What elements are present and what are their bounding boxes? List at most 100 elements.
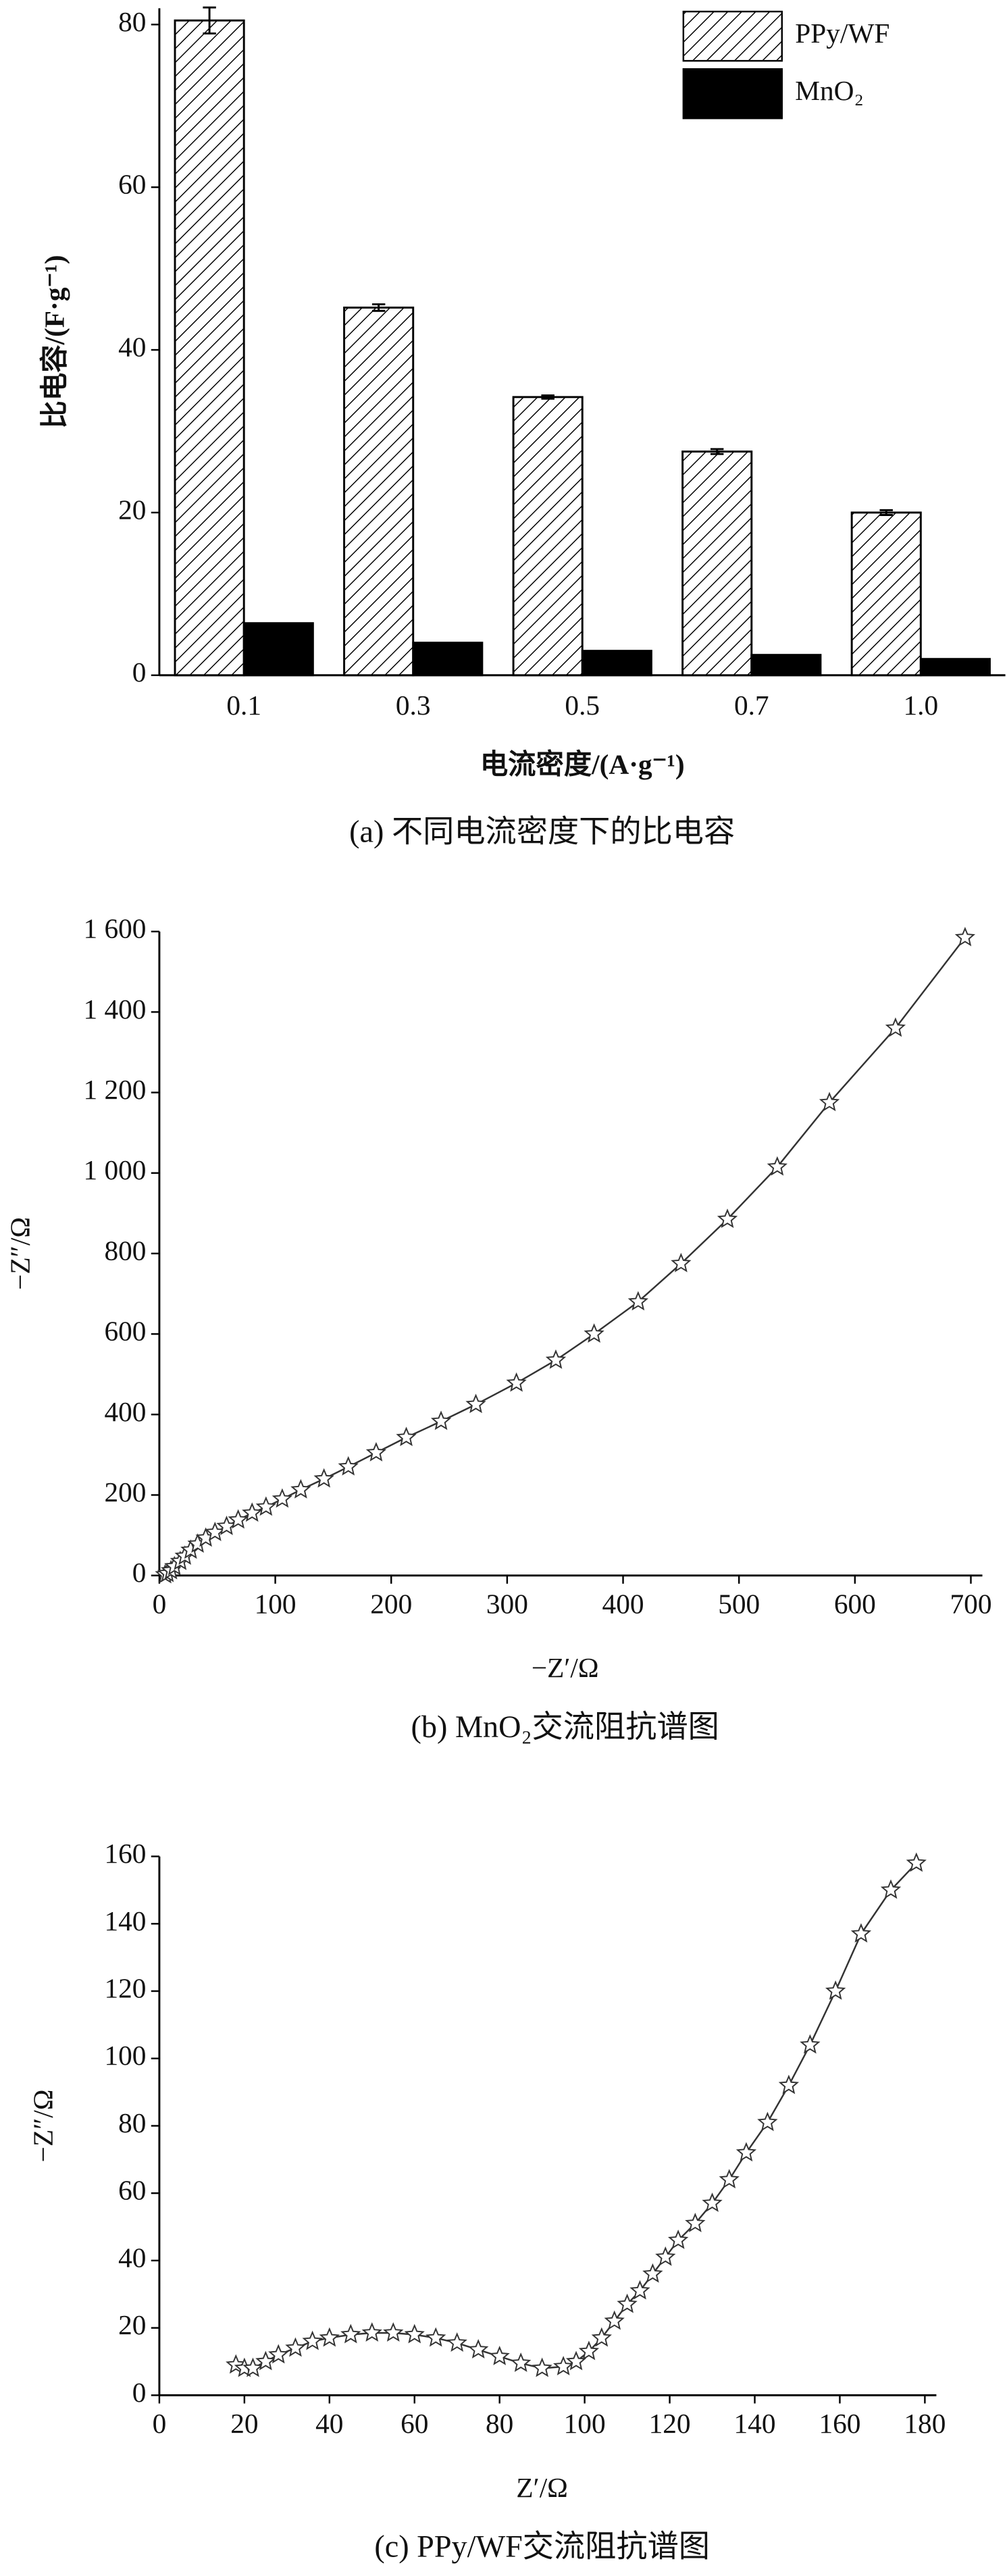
data-point — [285, 2337, 306, 2357]
y-axis-title: −Z″/Ω — [5, 1217, 36, 1290]
data-point — [506, 1372, 527, 1392]
data-point — [591, 2327, 612, 2347]
error-bar — [541, 394, 554, 400]
x-tick-label: 0.1 — [226, 690, 261, 721]
y-tick-label: 80 — [118, 6, 146, 37]
data-point — [365, 1441, 387, 1462]
data-point — [255, 1496, 276, 1516]
bar — [512, 396, 584, 677]
data-point — [757, 2111, 778, 2132]
x-tick-label: 20 — [230, 2408, 258, 2439]
data-point — [702, 2192, 723, 2213]
data-point — [268, 2344, 289, 2364]
x-tick-label: 500 — [718, 1588, 760, 1619]
data-point — [685, 2213, 706, 2232]
data-point — [880, 1879, 902, 1899]
x-tick-label: 0.5 — [565, 690, 600, 721]
data-point — [489, 2346, 510, 2365]
y-tick-label: 0 — [132, 656, 147, 688]
data-point — [468, 2339, 489, 2359]
data-point — [819, 1091, 840, 1112]
y-tick-label: 1 000 — [83, 1154, 146, 1185]
error-bar — [371, 303, 386, 312]
data-point — [242, 1502, 263, 1522]
bar — [174, 19, 245, 677]
data-point — [850, 1923, 872, 1943]
y-tick-label: 1 200 — [83, 1074, 146, 1105]
y-tick-label: 100 — [104, 2040, 146, 2071]
data-point — [906, 1852, 927, 1872]
x-tick-label: 100 — [564, 2408, 606, 2439]
data-point — [617, 2293, 638, 2313]
y-tick-label: 80 — [118, 2107, 146, 2138]
data-point — [511, 2352, 532, 2372]
data-point — [668, 2230, 689, 2249]
data-point — [272, 1488, 293, 1508]
bar — [750, 654, 822, 677]
data-point — [565, 2350, 587, 2371]
x-tick-label: 300 — [486, 1588, 528, 1619]
x-tick-label: 1.0 — [903, 690, 938, 721]
legend-label: MnO₂ — [795, 75, 864, 106]
data-point — [396, 1426, 417, 1447]
data-point — [532, 2357, 552, 2377]
x-tick-label: 400 — [602, 1588, 644, 1619]
data-point — [825, 1980, 846, 2000]
x-tick-label: 0.7 — [734, 690, 769, 721]
data-line — [164, 937, 966, 1576]
x-tick-label: 200 — [370, 1588, 412, 1619]
data-point — [545, 1349, 567, 1369]
data-point — [465, 1393, 486, 1414]
data-point — [361, 2322, 382, 2342]
error-bar — [710, 448, 724, 455]
y-tick-label: 60 — [118, 169, 146, 200]
data-point — [242, 2357, 263, 2377]
data-line — [235, 1862, 917, 2369]
data-point — [340, 2323, 361, 2344]
data-point — [655, 2246, 676, 2266]
data-point — [302, 2330, 323, 2350]
x-tick-label: 120 — [649, 2408, 691, 2439]
data-point — [228, 1509, 249, 1529]
data-point — [642, 2263, 663, 2283]
data-point — [578, 2340, 600, 2361]
bar — [343, 306, 415, 677]
legend-label: PPy/WF — [795, 18, 889, 49]
y-tick-label: 1 400 — [83, 994, 146, 1025]
data-point — [255, 2350, 276, 2371]
x-tick-label: 60 — [401, 2408, 428, 2439]
y-tick-label: 160 — [104, 1838, 146, 1869]
data-point — [604, 2310, 625, 2330]
x-tick-label: 0 — [153, 1588, 167, 1619]
x-tick-label: 80 — [486, 2408, 513, 2439]
y-tick-label: 60 — [118, 2175, 146, 2206]
y-tick-label: 600 — [104, 1316, 146, 1347]
data-point — [205, 1521, 226, 1541]
y-axis-title: −Z″/Ω — [28, 2089, 59, 2162]
data-point — [425, 2327, 446, 2347]
x-tick-label: 180 — [904, 2408, 946, 2439]
legend-swatch — [682, 68, 783, 120]
bar — [412, 642, 484, 677]
data-point — [446, 2332, 467, 2352]
x-tick-label: 100 — [255, 1588, 296, 1619]
data-point — [404, 2323, 425, 2344]
y-tick-label: 140 — [104, 1905, 146, 1936]
x-tick-label: 160 — [819, 2408, 860, 2439]
y-tick-label: 0 — [132, 1557, 147, 1588]
bar — [581, 650, 652, 677]
data-point — [584, 1323, 604, 1343]
data-point — [319, 2327, 340, 2347]
y-tick-label: 20 — [118, 494, 146, 525]
y-axis-title: 比电容/(F·g⁻¹) — [39, 255, 71, 429]
y-tick-label: 800 — [104, 1235, 146, 1266]
x-axis-title: −Z′/Ω — [532, 1652, 599, 1683]
data-point — [719, 2169, 740, 2189]
x-tick-label: 140 — [734, 2408, 776, 2439]
caption: (a) 不同电流密度下的比电容 — [349, 814, 735, 848]
data-point — [553, 2356, 574, 2375]
data-point — [627, 1291, 648, 1311]
data-point — [338, 1456, 359, 1476]
caption: (b) MnO₂交流阻抗谱图 — [411, 1709, 719, 1744]
